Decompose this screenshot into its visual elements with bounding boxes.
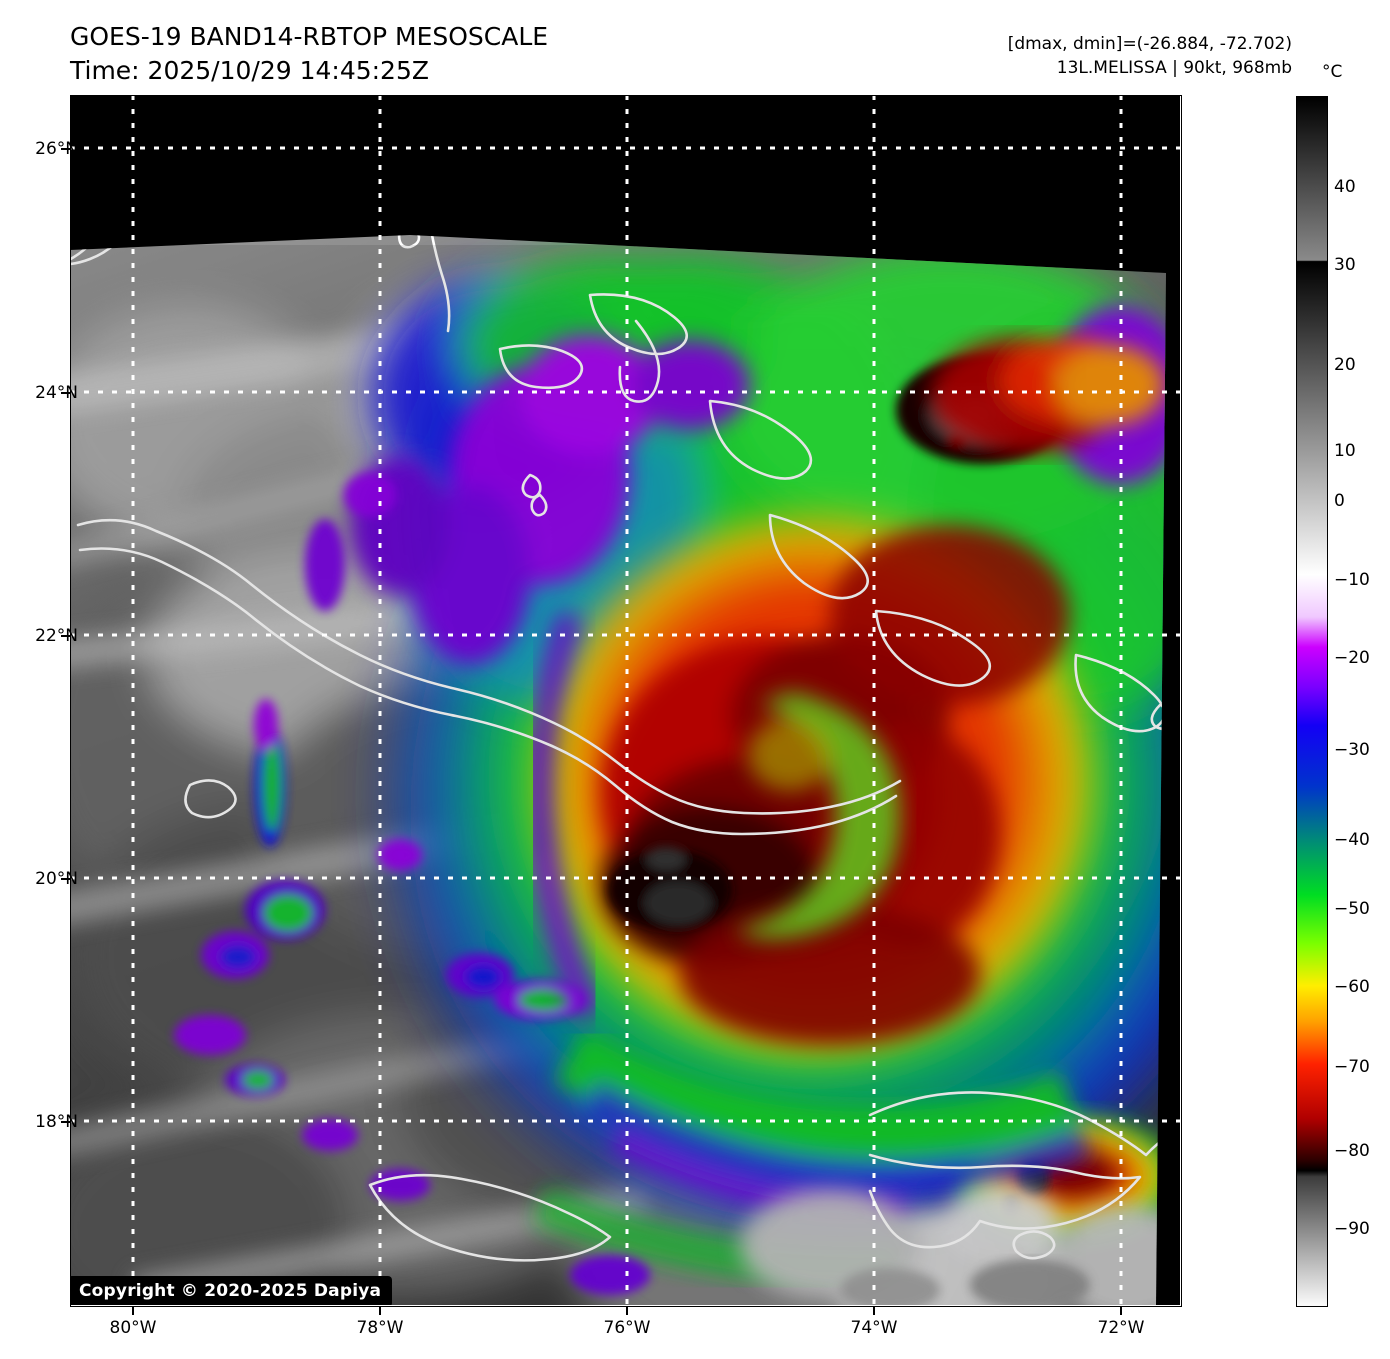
cb-label-0: 0: [1334, 491, 1345, 511]
cb-label-30: 30: [1334, 255, 1356, 275]
cb-label-m90: −90: [1334, 1219, 1370, 1239]
cb-label-10: 10: [1334, 441, 1356, 461]
satellite-imagery-svg: [70, 95, 1180, 1305]
copyright-watermark: Copyright © 2020-2025 Dapiya: [70, 1276, 393, 1305]
header-meta-block: [dmax, dmin]=(-26.884, -72.702) 13L.MELI…: [1008, 32, 1292, 80]
cb-label-m10: −10: [1334, 570, 1370, 590]
storm-readout: 13L.MELISSA | 90kt, 968mb: [1056, 58, 1292, 78]
colorbar[interactable]: [1296, 96, 1328, 1307]
y-tick-label-20n: 20°N: [35, 869, 78, 889]
x-tick-mark: [626, 1306, 628, 1315]
colorbar-gradient: [1297, 97, 1327, 1306]
page-title: GOES-19 BAND14-RBTOP MESOSCALE: [70, 22, 549, 51]
cb-label-m20: −20: [1334, 648, 1370, 668]
x-tick-mark: [873, 1306, 875, 1315]
y-tick-label-24n: 24°N: [35, 383, 78, 403]
y-tick-mark: [61, 1121, 70, 1123]
x-tick-mark: [379, 1306, 381, 1315]
cb-label-m30: −30: [1334, 740, 1370, 760]
x-tick-mark: [132, 1306, 134, 1315]
header-title-block: GOES-19 BAND14-RBTOP MESOSCALE Time: 202…: [70, 20, 548, 88]
y-tick-label-22n: 22°N: [35, 626, 78, 646]
cb-label-20: 20: [1334, 355, 1356, 375]
y-tick-mark: [61, 878, 70, 880]
cb-label-m40: −40: [1334, 830, 1370, 850]
y-tick-label-26n: 26°N: [35, 139, 78, 159]
x-tick-label-72w: 72°W: [1097, 1318, 1145, 1338]
cb-label-40: 40: [1334, 177, 1356, 197]
cb-label-m80: −80: [1334, 1141, 1370, 1161]
y-tick-mark: [61, 635, 70, 637]
x-tick-label-80w: 80°W: [109, 1318, 157, 1338]
x-tick-label-74w: 74°W: [850, 1318, 898, 1338]
x-tick-mark: [1120, 1306, 1122, 1315]
dminmax-readout: [dmax, dmin]=(-26.884, -72.702): [1007, 34, 1292, 54]
cb-label-m70: −70: [1334, 1057, 1370, 1077]
colorbar-unit-label: °C: [1322, 62, 1343, 82]
y-tick-mark: [61, 148, 70, 150]
cb-label-m60: −60: [1334, 977, 1370, 997]
x-tick-label-78w: 78°W: [356, 1318, 404, 1338]
y-tick-label-18n: 18°N: [35, 1112, 78, 1132]
satellite-image-plot[interactable]: Copyright © 2020-2025 Dapiya: [70, 95, 1180, 1305]
x-tick-label-76w: 76°W: [603, 1318, 651, 1338]
y-tick-mark: [61, 392, 70, 394]
cb-label-m50: −50: [1334, 899, 1370, 919]
gridlines: [70, 95, 1180, 1305]
timestamp: Time: 2025/10/29 14:45:25Z: [70, 56, 429, 85]
